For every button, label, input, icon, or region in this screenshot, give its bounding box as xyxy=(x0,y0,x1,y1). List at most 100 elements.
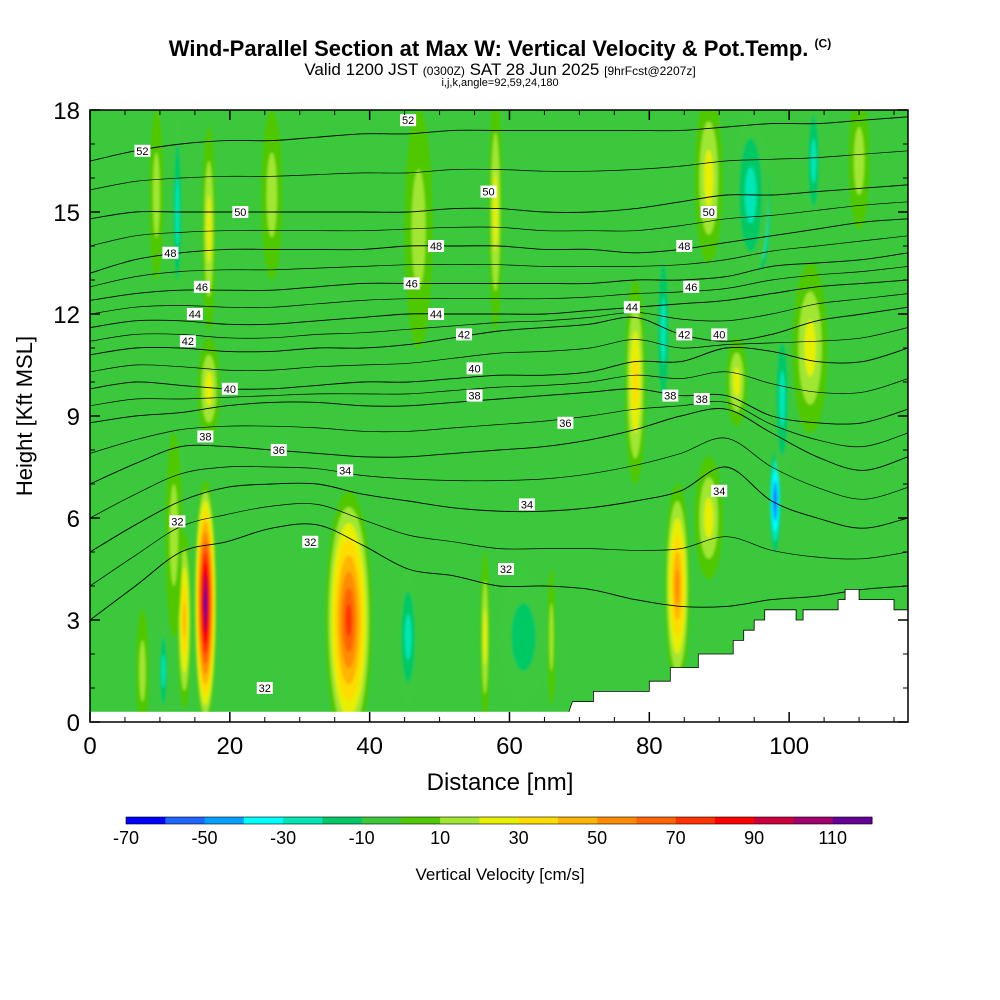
x-tick-label-100: 100 xyxy=(769,733,809,760)
colorbar-tick--30: -30 xyxy=(270,828,296,848)
colorbar-tick-110: 110 xyxy=(818,828,847,848)
valid-date: SAT 28 Jun 2025 xyxy=(469,60,600,79)
contour-label-50: 50 xyxy=(234,207,246,219)
contour-label-46: 46 xyxy=(685,282,697,294)
contour-label-bg-19 xyxy=(711,328,728,341)
w-cell-4-band-2 xyxy=(206,195,212,263)
w-cell-8-band-1 xyxy=(139,640,146,702)
w-cell-27-band-2 xyxy=(804,319,816,377)
theta-contour-mid-36 xyxy=(90,401,908,454)
contour-label-48: 48 xyxy=(164,248,176,260)
contour-label-bg-30 xyxy=(302,535,319,548)
contour-label-bg-12 xyxy=(428,308,445,320)
contour-label-32: 32 xyxy=(171,516,183,528)
contour-label-bg-32 xyxy=(256,682,273,694)
theta-contour-mid-42 xyxy=(90,293,908,342)
colorbar-swatch-1 xyxy=(165,817,206,824)
contour-label-44: 44 xyxy=(189,309,201,321)
colorbar-swatch-12 xyxy=(597,817,637,824)
colorbar-swatch-6 xyxy=(361,817,402,824)
theta-contour-mid-38 xyxy=(90,371,908,407)
params-line: i,j,k,angle=92,59,24,180 xyxy=(0,77,1000,89)
w-cell-13-band-1 xyxy=(549,603,554,671)
contour-label-bg-3 xyxy=(480,185,497,198)
x-tick-label-80: 80 xyxy=(636,733,663,760)
contour-label-bg-18 xyxy=(466,362,483,375)
w-cell-18-band-2 xyxy=(660,297,667,365)
w-cell-11-band-2 xyxy=(483,608,487,666)
contour-label-bg-13 xyxy=(623,301,640,314)
theta-contour-mid-32 xyxy=(90,503,908,587)
contour-label-40: 40 xyxy=(713,329,725,341)
theta-contour-36 xyxy=(90,408,908,485)
w-cell-10-band-2 xyxy=(404,614,412,660)
x-axis-label: Distance [nm] xyxy=(427,769,574,796)
contour-label-44: 44 xyxy=(626,302,638,314)
theta-contour-34 xyxy=(90,466,908,553)
y-tick-label-3: 3 xyxy=(67,608,80,635)
y-tick-label-15: 15 xyxy=(53,200,80,227)
colorbar-tick-30: 30 xyxy=(509,828,529,848)
w-cell-1-band-4 xyxy=(183,602,186,638)
contour-label-50: 50 xyxy=(482,187,494,199)
colorbar-swatch-7 xyxy=(400,817,441,824)
w-cell-14-band-2 xyxy=(493,172,498,252)
contour-label-40: 40 xyxy=(224,384,236,396)
contour-label-50: 50 xyxy=(703,207,715,219)
x-tick-label-0: 0 xyxy=(83,733,96,760)
contour-label-bg-14 xyxy=(179,335,196,348)
contour-label-bg-6 xyxy=(428,240,445,252)
w-cell-29-band-1 xyxy=(853,127,865,195)
contour-label-42: 42 xyxy=(678,329,690,341)
y-tick-label-6: 6 xyxy=(67,506,80,533)
contour-label-38: 38 xyxy=(664,391,676,403)
theta-contour-mid-34 xyxy=(90,437,908,519)
w-cell-0-band-11 xyxy=(204,592,207,614)
contour-label-bg-0 xyxy=(134,144,151,157)
colorbar-swatch-0 xyxy=(126,817,166,824)
contour-label-bg-16 xyxy=(676,328,693,341)
contour-label-38: 38 xyxy=(468,391,480,403)
contour-label-bg-21 xyxy=(466,389,483,402)
colorbar-swatch-18 xyxy=(832,817,873,824)
contour-label-42: 42 xyxy=(182,336,194,348)
contour-label-bg-4 xyxy=(700,206,717,218)
contour-label-34: 34 xyxy=(713,486,725,498)
contour-label-38: 38 xyxy=(696,394,708,406)
colorbar-swatch-3 xyxy=(243,817,284,824)
colorbar-label: Vertical Velocity [cm/s] xyxy=(415,865,584,884)
colorbar-swatch-16 xyxy=(754,817,794,824)
theta-contour-50 xyxy=(90,184,908,220)
theta-contour-42 xyxy=(90,306,908,356)
contour-label-bg-15 xyxy=(456,328,473,341)
w-cell-28-band-2 xyxy=(810,138,817,184)
theta-contour-38 xyxy=(90,388,908,425)
colorbar-tick-90: 90 xyxy=(744,828,764,848)
colorbar-tick-70: 70 xyxy=(666,828,686,848)
w-cell-7-band-2 xyxy=(161,654,166,688)
colorbar-swatch-15 xyxy=(714,817,755,824)
colorbar-swatch-2 xyxy=(204,817,245,824)
x-tick-label-20: 20 xyxy=(216,733,243,760)
contour-labels: 52 52 50 50 50 48 48 48 46 46 46 44 44 44 42 42 42 40 40 40… xyxy=(134,114,728,695)
contour-label-48: 48 xyxy=(678,241,690,253)
valid-prefix: Valid 1200 JST xyxy=(304,60,419,79)
contour-label-bg-10 xyxy=(683,280,700,293)
y-tick-label-9: 9 xyxy=(67,404,80,431)
terrain xyxy=(568,589,908,722)
colorbar-swatch-9 xyxy=(479,817,520,824)
forecast-info: [9hrFcst@2207z] xyxy=(604,64,696,78)
colorbar-swatch-4 xyxy=(283,817,323,824)
contour-label-bg-7 xyxy=(676,240,693,252)
w-cell-9-band-7 xyxy=(345,603,352,637)
contour-label-bg-2 xyxy=(232,206,249,218)
y-tick-label-0: 0 xyxy=(67,710,80,737)
colorbar-tick-50: 50 xyxy=(587,828,607,848)
contour-label-bg-22 xyxy=(662,389,679,402)
x-tick-label-60: 60 xyxy=(496,733,523,760)
colorbar-swatch-13 xyxy=(636,817,677,824)
colorbar-tick-10: 10 xyxy=(430,828,450,848)
colorbar-tick--70: -70 xyxy=(113,828,139,848)
contour-label-bg-1 xyxy=(400,114,417,127)
